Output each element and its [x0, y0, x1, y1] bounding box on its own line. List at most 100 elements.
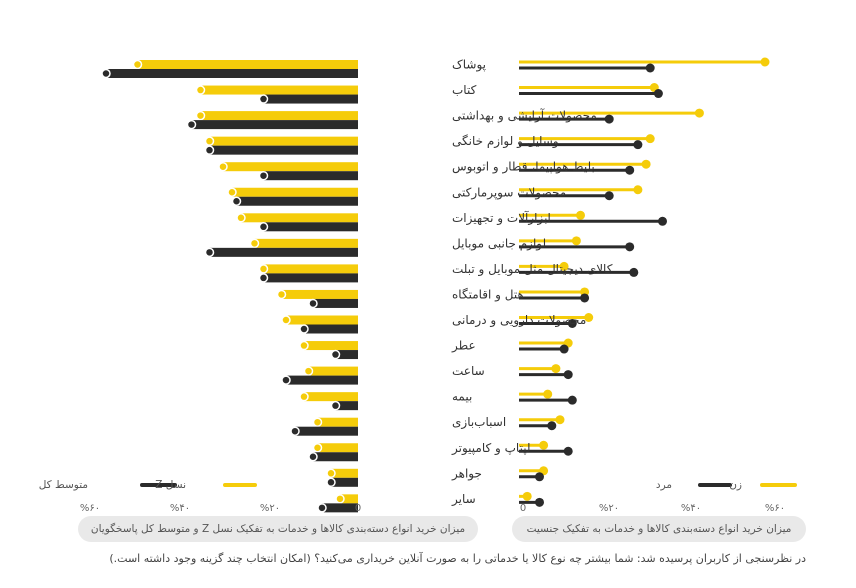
- right-lollipop-dot: [567, 395, 577, 405]
- left-bar-dot: [195, 110, 206, 121]
- right-lollipop-dot: [629, 267, 639, 277]
- left-bar: [263, 171, 358, 181]
- category-label: محصولات سوپرمارکتی: [452, 185, 566, 200]
- legend-label-female: زن: [729, 479, 742, 491]
- left-bar: [335, 350, 358, 360]
- left-bar: [313, 452, 358, 462]
- left-bar: [236, 196, 358, 206]
- left-bar-dot: [281, 315, 291, 325]
- left-bar: [232, 187, 358, 197]
- left-bar: [335, 401, 358, 411]
- left-bar: [263, 264, 358, 274]
- left-bar-dot: [281, 375, 291, 385]
- left-bar: [241, 213, 358, 223]
- right-lollipop-dot: [551, 364, 561, 374]
- right-axis-tick: %۴۰: [681, 503, 701, 514]
- left-bar-dot: [218, 161, 228, 172]
- right-lollipop-dot: [535, 472, 544, 482]
- left-bar-dot: [195, 85, 206, 95]
- left-bar: [209, 136, 358, 146]
- category-label: هتل و اقامتگاه: [452, 287, 524, 302]
- left-bar: [304, 392, 358, 402]
- right-axis-tick: %۲۰: [599, 503, 619, 514]
- left-axis-tick: %۶۰: [80, 503, 100, 514]
- left-bar: [304, 324, 358, 334]
- left-bar-dot: [204, 247, 215, 258]
- category-label: کتاب: [452, 83, 477, 97]
- category-label: بیمه: [452, 390, 472, 404]
- left-bar-dot: [326, 468, 336, 479]
- left-bar-dot: [204, 136, 215, 146]
- left-bar: [295, 426, 358, 436]
- axis-ticks: %۶۰ %۴۰ %۲۰ 0 0 %۲۰ %۴۰ %۶۰: [80, 503, 785, 514]
- left-bar: [263, 94, 358, 104]
- left-bar-dot: [308, 298, 318, 309]
- right-lollipop-dot: [633, 185, 643, 195]
- right-lollipop-dot: [563, 446, 573, 456]
- right-lollipop-dot: [653, 89, 663, 99]
- left-bar-dot: [101, 68, 111, 79]
- right-chart-title: میزان خرید انواع دسته‌بندی کالاها و خدما…: [512, 516, 806, 542]
- left-bar-dot: [236, 213, 246, 223]
- left-bar: [281, 289, 358, 299]
- category-label: اسباب‌بازی: [452, 415, 506, 430]
- right-lollipop-dot: [547, 421, 557, 431]
- left-axis-tick: %۲۰: [260, 503, 280, 514]
- right-lollipop-dot: [580, 293, 590, 303]
- right-lollipop-dot: [604, 191, 614, 201]
- left-bar-dot: [308, 452, 318, 462]
- category-labels: پوشاک کتاب محصولات آرایشی و بهداشتی وسایل و…: [451, 58, 613, 507]
- left-bar: [308, 366, 358, 376]
- left-bar-dot: [258, 264, 269, 274]
- right-lollipop-dot: [522, 491, 532, 501]
- left-bar: [331, 477, 358, 487]
- left-bar: [209, 145, 358, 155]
- right-lollipop-dot: [559, 344, 569, 354]
- right-lollipop-dot: [604, 114, 614, 124]
- left-bar: [286, 315, 358, 325]
- left-axis-tick: %۴۰: [170, 503, 190, 514]
- left-bar: [317, 417, 358, 427]
- left-bar: [254, 238, 358, 248]
- left-bar-dot: [258, 94, 269, 104]
- right-lollipop-dot: [543, 389, 553, 399]
- category-label: ساعت: [452, 364, 485, 378]
- left-bar-dot: [132, 59, 143, 70]
- right-lollipop-dot: [645, 134, 655, 144]
- left-bar-dot: [303, 366, 314, 376]
- right-lollipop-dot: [694, 108, 704, 118]
- category-label: وسایل و لوازم خانگی: [452, 134, 559, 149]
- category-label: کالای دیجیتال مثل موبایل و تبلت: [452, 262, 613, 277]
- left-bar-dot: [299, 340, 309, 351]
- right-lollipop-dot: [584, 313, 594, 322]
- legend-label-male: مرد: [656, 479, 672, 491]
- left-bar-dot: [326, 477, 336, 488]
- left-bar-dot: [312, 443, 323, 453]
- category-label: ابزارآلات و تجهیزات: [452, 210, 551, 226]
- right-lollipop-dot: [535, 497, 544, 507]
- category-label: عطر: [451, 339, 476, 354]
- left-bar-dot: [249, 238, 260, 249]
- left-bar: [263, 222, 358, 232]
- right-axis-tick: %۶۰: [765, 503, 785, 514]
- left-bar-dot: [299, 391, 309, 402]
- right-lollipop-dot: [625, 165, 635, 175]
- category-label: محصولات دارویی و درمانی: [452, 313, 586, 328]
- left-bar-dot: [186, 119, 197, 130]
- left-bar: [322, 503, 358, 513]
- left-bar-dot: [335, 494, 345, 504]
- left-chart-title: میزان خرید انواع دسته‌بندی کالاها و خدما…: [78, 516, 478, 542]
- left-bar: [317, 443, 358, 453]
- right-lollipop-dot: [571, 236, 581, 246]
- left-bar-dot: [258, 170, 269, 181]
- left-bar-dot: [227, 187, 237, 197]
- legend-label-average: متوسط کل: [39, 479, 88, 491]
- left-bar: [106, 69, 358, 78]
- left-bar: [223, 162, 358, 172]
- category-label: بلیط هواپیما، قطار و اتوبوس: [452, 160, 595, 175]
- right-lollipop-dot: [625, 242, 635, 252]
- left-bar-dot: [231, 196, 242, 206]
- left-bar: [286, 375, 358, 385]
- left-bar: [263, 273, 358, 283]
